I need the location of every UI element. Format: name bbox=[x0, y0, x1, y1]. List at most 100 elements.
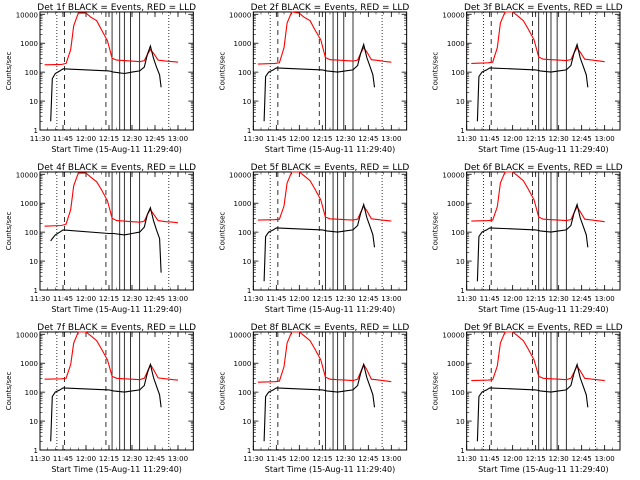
y-tick-label: 10 bbox=[242, 258, 251, 266]
panel-det-7: Det 7f BLACK = Events, RED = LLD Counts/s… bbox=[5, 323, 196, 474]
x-tick-label: 12:45 bbox=[358, 135, 378, 143]
y-tick-label: 100 bbox=[451, 389, 464, 397]
x-tick-label: 11:45 bbox=[480, 135, 500, 143]
panel-det-2: Det 2f BLACK = Events, RED = LLD Counts/s… bbox=[218, 3, 409, 154]
x-tick-label: 11:45 bbox=[480, 455, 500, 463]
x-tick-label: 13:00 bbox=[381, 455, 401, 463]
y-axis-label: Counts/sec bbox=[218, 212, 226, 251]
series-line-red bbox=[471, 171, 605, 223]
series-line-black bbox=[476, 362, 589, 442]
x-tick-label: 13:00 bbox=[168, 135, 188, 143]
x-tick-label: 11:45 bbox=[266, 455, 286, 463]
y-tick-label: 1 bbox=[34, 447, 38, 455]
x-tick-label: 11:30 bbox=[30, 295, 50, 303]
panel-title: Det 2f BLACK = Events, RED = LLD bbox=[251, 3, 410, 13]
y-tick-label: 10 bbox=[456, 98, 465, 106]
y-tick-label: 1000 bbox=[20, 360, 38, 368]
panel-det-1: Det 1f BLACK = Events, RED = LLD Counts/s… bbox=[5, 3, 196, 154]
series-line-black bbox=[50, 44, 162, 122]
y-tick-label: 100 bbox=[25, 69, 38, 77]
y-tick-label: 1000 bbox=[447, 360, 465, 368]
x-tick-label: 12:15 bbox=[312, 135, 332, 143]
y-tick-label: 10 bbox=[456, 418, 465, 426]
x-tick-label: 12:00 bbox=[76, 135, 96, 143]
y-tick-label: 10 bbox=[29, 258, 38, 266]
y-axis-label: Counts/sec bbox=[5, 212, 13, 251]
series-line-red bbox=[257, 11, 392, 65]
x-tick-label: 12:15 bbox=[526, 295, 546, 303]
x-axis-label: Start Time (15-Aug-11 11:29:40) bbox=[265, 465, 396, 474]
panel-det-9: Det 9f BLACK = Events, RED = LLD Counts/s… bbox=[432, 323, 623, 474]
x-tick-label: 11:45 bbox=[53, 295, 73, 303]
x-tick-label: 13:00 bbox=[595, 455, 615, 463]
y-tick-label: 1000 bbox=[234, 360, 252, 368]
x-tick-label: 12:00 bbox=[289, 455, 309, 463]
x-tick-label: 12:30 bbox=[335, 295, 355, 303]
x-tick-label: 12:30 bbox=[549, 295, 569, 303]
panel-title: Det 6f BLACK = Events, RED = LLD bbox=[464, 163, 623, 173]
x-tick-label: 12:00 bbox=[76, 455, 96, 463]
y-axis-label: Counts/sec bbox=[218, 52, 226, 91]
x-tick-label: 12:00 bbox=[289, 135, 309, 143]
x-axis-label: Start Time (15-Aug-11 11:29:40) bbox=[265, 305, 396, 314]
x-tick-label: 12:15 bbox=[526, 135, 546, 143]
panel-det-6: Det 6f BLACK = Events, RED = LLD Counts/s… bbox=[432, 163, 623, 314]
y-tick-label: 10000 bbox=[16, 171, 38, 179]
x-tick-label: 12:30 bbox=[122, 135, 142, 143]
x-tick-label: 12:00 bbox=[76, 295, 96, 303]
y-tick-label: 10000 bbox=[442, 331, 464, 339]
y-tick-label: 1000 bbox=[234, 200, 252, 208]
panel-det-3: Det 3f BLACK = Events, RED = LLD Counts/s… bbox=[432, 3, 623, 154]
x-tick-label: 13:00 bbox=[381, 135, 401, 143]
panel-title: Det 9f BLACK = Events, RED = LLD bbox=[464, 323, 623, 333]
x-axis-label: Start Time (15-Aug-11 11:29:40) bbox=[51, 465, 182, 474]
y-axis-label: Counts/sec bbox=[5, 372, 13, 411]
x-tick-label: 11:45 bbox=[53, 455, 73, 463]
y-tick-label: 1 bbox=[460, 287, 464, 295]
y-tick-label: 100 bbox=[238, 389, 251, 397]
panel-det-8: Det 8f BLACK = Events, RED = LLD Counts/s… bbox=[218, 323, 409, 474]
x-tick-label: 12:45 bbox=[145, 135, 165, 143]
x-tick-label: 12:45 bbox=[358, 455, 378, 463]
y-tick-label: 10 bbox=[242, 98, 251, 106]
y-tick-label: 10 bbox=[29, 98, 38, 106]
y-tick-label: 1 bbox=[247, 447, 251, 455]
y-tick-label: 100 bbox=[451, 229, 464, 237]
x-tick-label: 11:45 bbox=[480, 295, 500, 303]
series-line-black bbox=[263, 202, 376, 282]
y-tick-label: 10000 bbox=[229, 11, 251, 19]
x-tick-label: 13:00 bbox=[168, 295, 188, 303]
series-line-red bbox=[44, 12, 179, 66]
x-tick-label: 12:00 bbox=[503, 295, 523, 303]
x-tick-label: 12:30 bbox=[335, 135, 355, 143]
x-axis-label: Start Time (15-Aug-11 11:29:40) bbox=[478, 145, 609, 154]
x-tick-label: 12:15 bbox=[99, 135, 119, 143]
series-line-black bbox=[476, 42, 589, 122]
y-tick-label: 100 bbox=[238, 229, 251, 237]
x-tick-label: 11:30 bbox=[457, 455, 477, 463]
x-tick-label: 11:30 bbox=[243, 295, 263, 303]
y-tick-label: 10000 bbox=[442, 11, 464, 19]
panel-title: Det 4f BLACK = Events, RED = LLD bbox=[37, 163, 196, 173]
x-axis-label: Start Time (15-Aug-11 11:29:40) bbox=[478, 465, 609, 474]
panel-det-5: Det 5f BLACK = Events, RED = LLD Counts/s… bbox=[218, 163, 409, 314]
y-tick-label: 100 bbox=[451, 69, 464, 77]
series-line-red bbox=[471, 331, 605, 382]
x-tick-label: 12:45 bbox=[572, 455, 592, 463]
y-tick-label: 1000 bbox=[20, 200, 38, 208]
x-tick-label: 12:15 bbox=[312, 295, 332, 303]
y-tick-label: 10 bbox=[242, 418, 251, 426]
x-axis-label: Start Time (15-Aug-11 11:29:40) bbox=[478, 305, 609, 314]
x-tick-label: 12:45 bbox=[358, 295, 378, 303]
series-line-red bbox=[471, 11, 605, 64]
y-tick-label: 1 bbox=[460, 447, 464, 455]
plot-frame bbox=[39, 11, 194, 131]
y-tick-label: 1000 bbox=[20, 40, 38, 48]
panel-title: Det 1f BLACK = Events, RED = LLD bbox=[37, 3, 196, 13]
y-tick-label: 1 bbox=[34, 127, 38, 135]
series-line-black bbox=[263, 362, 376, 442]
x-tick-label: 13:00 bbox=[381, 295, 401, 303]
panel-title: Det 7f BLACK = Events, RED = LLD bbox=[37, 323, 196, 333]
y-tick-label: 1000 bbox=[447, 40, 465, 48]
